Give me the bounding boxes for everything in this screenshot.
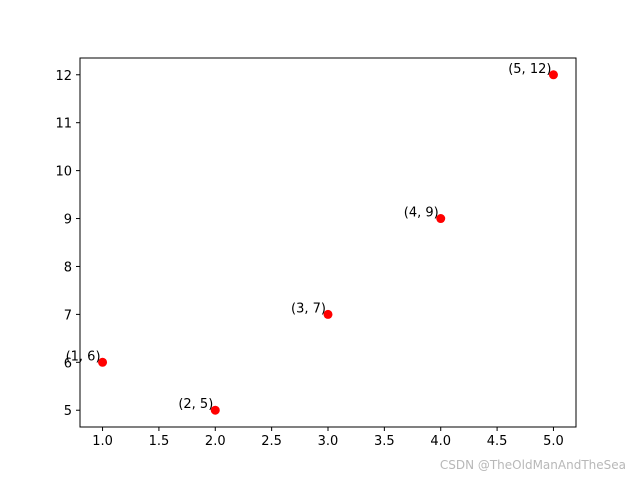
x-tick-label: 3.5 — [374, 434, 395, 449]
x-tick-label: 3.0 — [318, 434, 339, 449]
x-axis: 1.0 1.5 2.0 2.5 3.0 3.5 4.0 4.5 5.0 — [92, 427, 564, 449]
data-point-label: (2, 5) — [178, 397, 213, 412]
x-tick-label: 4.5 — [487, 434, 508, 449]
data-point-label: (4, 9) — [404, 206, 439, 221]
x-tick-label: 1.5 — [149, 434, 170, 449]
data-point — [210, 405, 220, 415]
data-point — [548, 70, 558, 80]
point-labels: (1, 6) (2, 5) (3, 7) (4, 9) (5, 12) — [66, 62, 552, 412]
data-point-label: (3, 7) — [291, 301, 326, 316]
y-tick-label: 7 — [64, 308, 72, 323]
data-point-label: (5, 12) — [508, 62, 551, 77]
y-tick-label: 12 — [55, 69, 72, 84]
y-tick-label: 11 — [55, 117, 72, 132]
y-tick-label: 8 — [64, 260, 72, 275]
x-tick-label: 1.0 — [92, 434, 113, 449]
data-point — [98, 357, 108, 367]
y-axis: 5 6 7 8 9 10 11 12 — [55, 69, 80, 419]
x-tick-label: 4.0 — [430, 434, 451, 449]
data-points — [98, 70, 558, 415]
y-tick-label: 5 — [64, 404, 72, 419]
data-point — [436, 214, 446, 224]
y-tick-label: 9 — [64, 213, 72, 228]
watermark: CSDN @TheOldManAndTheSea — [439, 458, 626, 472]
x-tick-label: 2.5 — [261, 434, 282, 449]
x-tick-label: 2.0 — [205, 434, 226, 449]
data-point — [323, 309, 333, 319]
plot-area — [79, 57, 577, 428]
x-tick-label: 5.0 — [543, 434, 564, 449]
y-tick-label: 10 — [55, 165, 72, 180]
data-point-label: (1, 6) — [66, 349, 101, 364]
y-tick-label: 6 — [64, 356, 72, 371]
